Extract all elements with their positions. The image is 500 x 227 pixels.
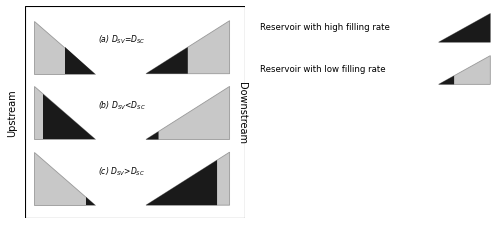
Polygon shape — [146, 132, 158, 140]
Text: Upstream: Upstream — [7, 89, 17, 136]
Polygon shape — [34, 153, 96, 205]
Text: Downstream: Downstream — [238, 81, 248, 143]
Polygon shape — [438, 56, 490, 85]
Text: Reservoir with low filling rate: Reservoir with low filling rate — [260, 64, 386, 73]
Polygon shape — [34, 22, 96, 74]
Polygon shape — [146, 22, 230, 74]
Text: (a) $D_{SV}$=$D_{SC}$: (a) $D_{SV}$=$D_{SC}$ — [98, 34, 146, 46]
Polygon shape — [34, 87, 96, 140]
Text: Reservoir with high filling rate: Reservoir with high filling rate — [260, 23, 390, 32]
Polygon shape — [146, 153, 230, 205]
Text: (b) $D_{SV}$<$D_{SC}$: (b) $D_{SV}$<$D_{SC}$ — [98, 99, 146, 112]
Polygon shape — [43, 95, 96, 140]
Polygon shape — [146, 87, 230, 140]
Text: (c) $D_{SV}$>$D_{SC}$: (c) $D_{SV}$>$D_{SC}$ — [98, 165, 146, 177]
Polygon shape — [438, 76, 454, 85]
Polygon shape — [438, 15, 490, 43]
Polygon shape — [438, 15, 490, 43]
Polygon shape — [64, 48, 96, 74]
Polygon shape — [86, 197, 96, 205]
Polygon shape — [146, 160, 217, 205]
Polygon shape — [146, 48, 188, 74]
